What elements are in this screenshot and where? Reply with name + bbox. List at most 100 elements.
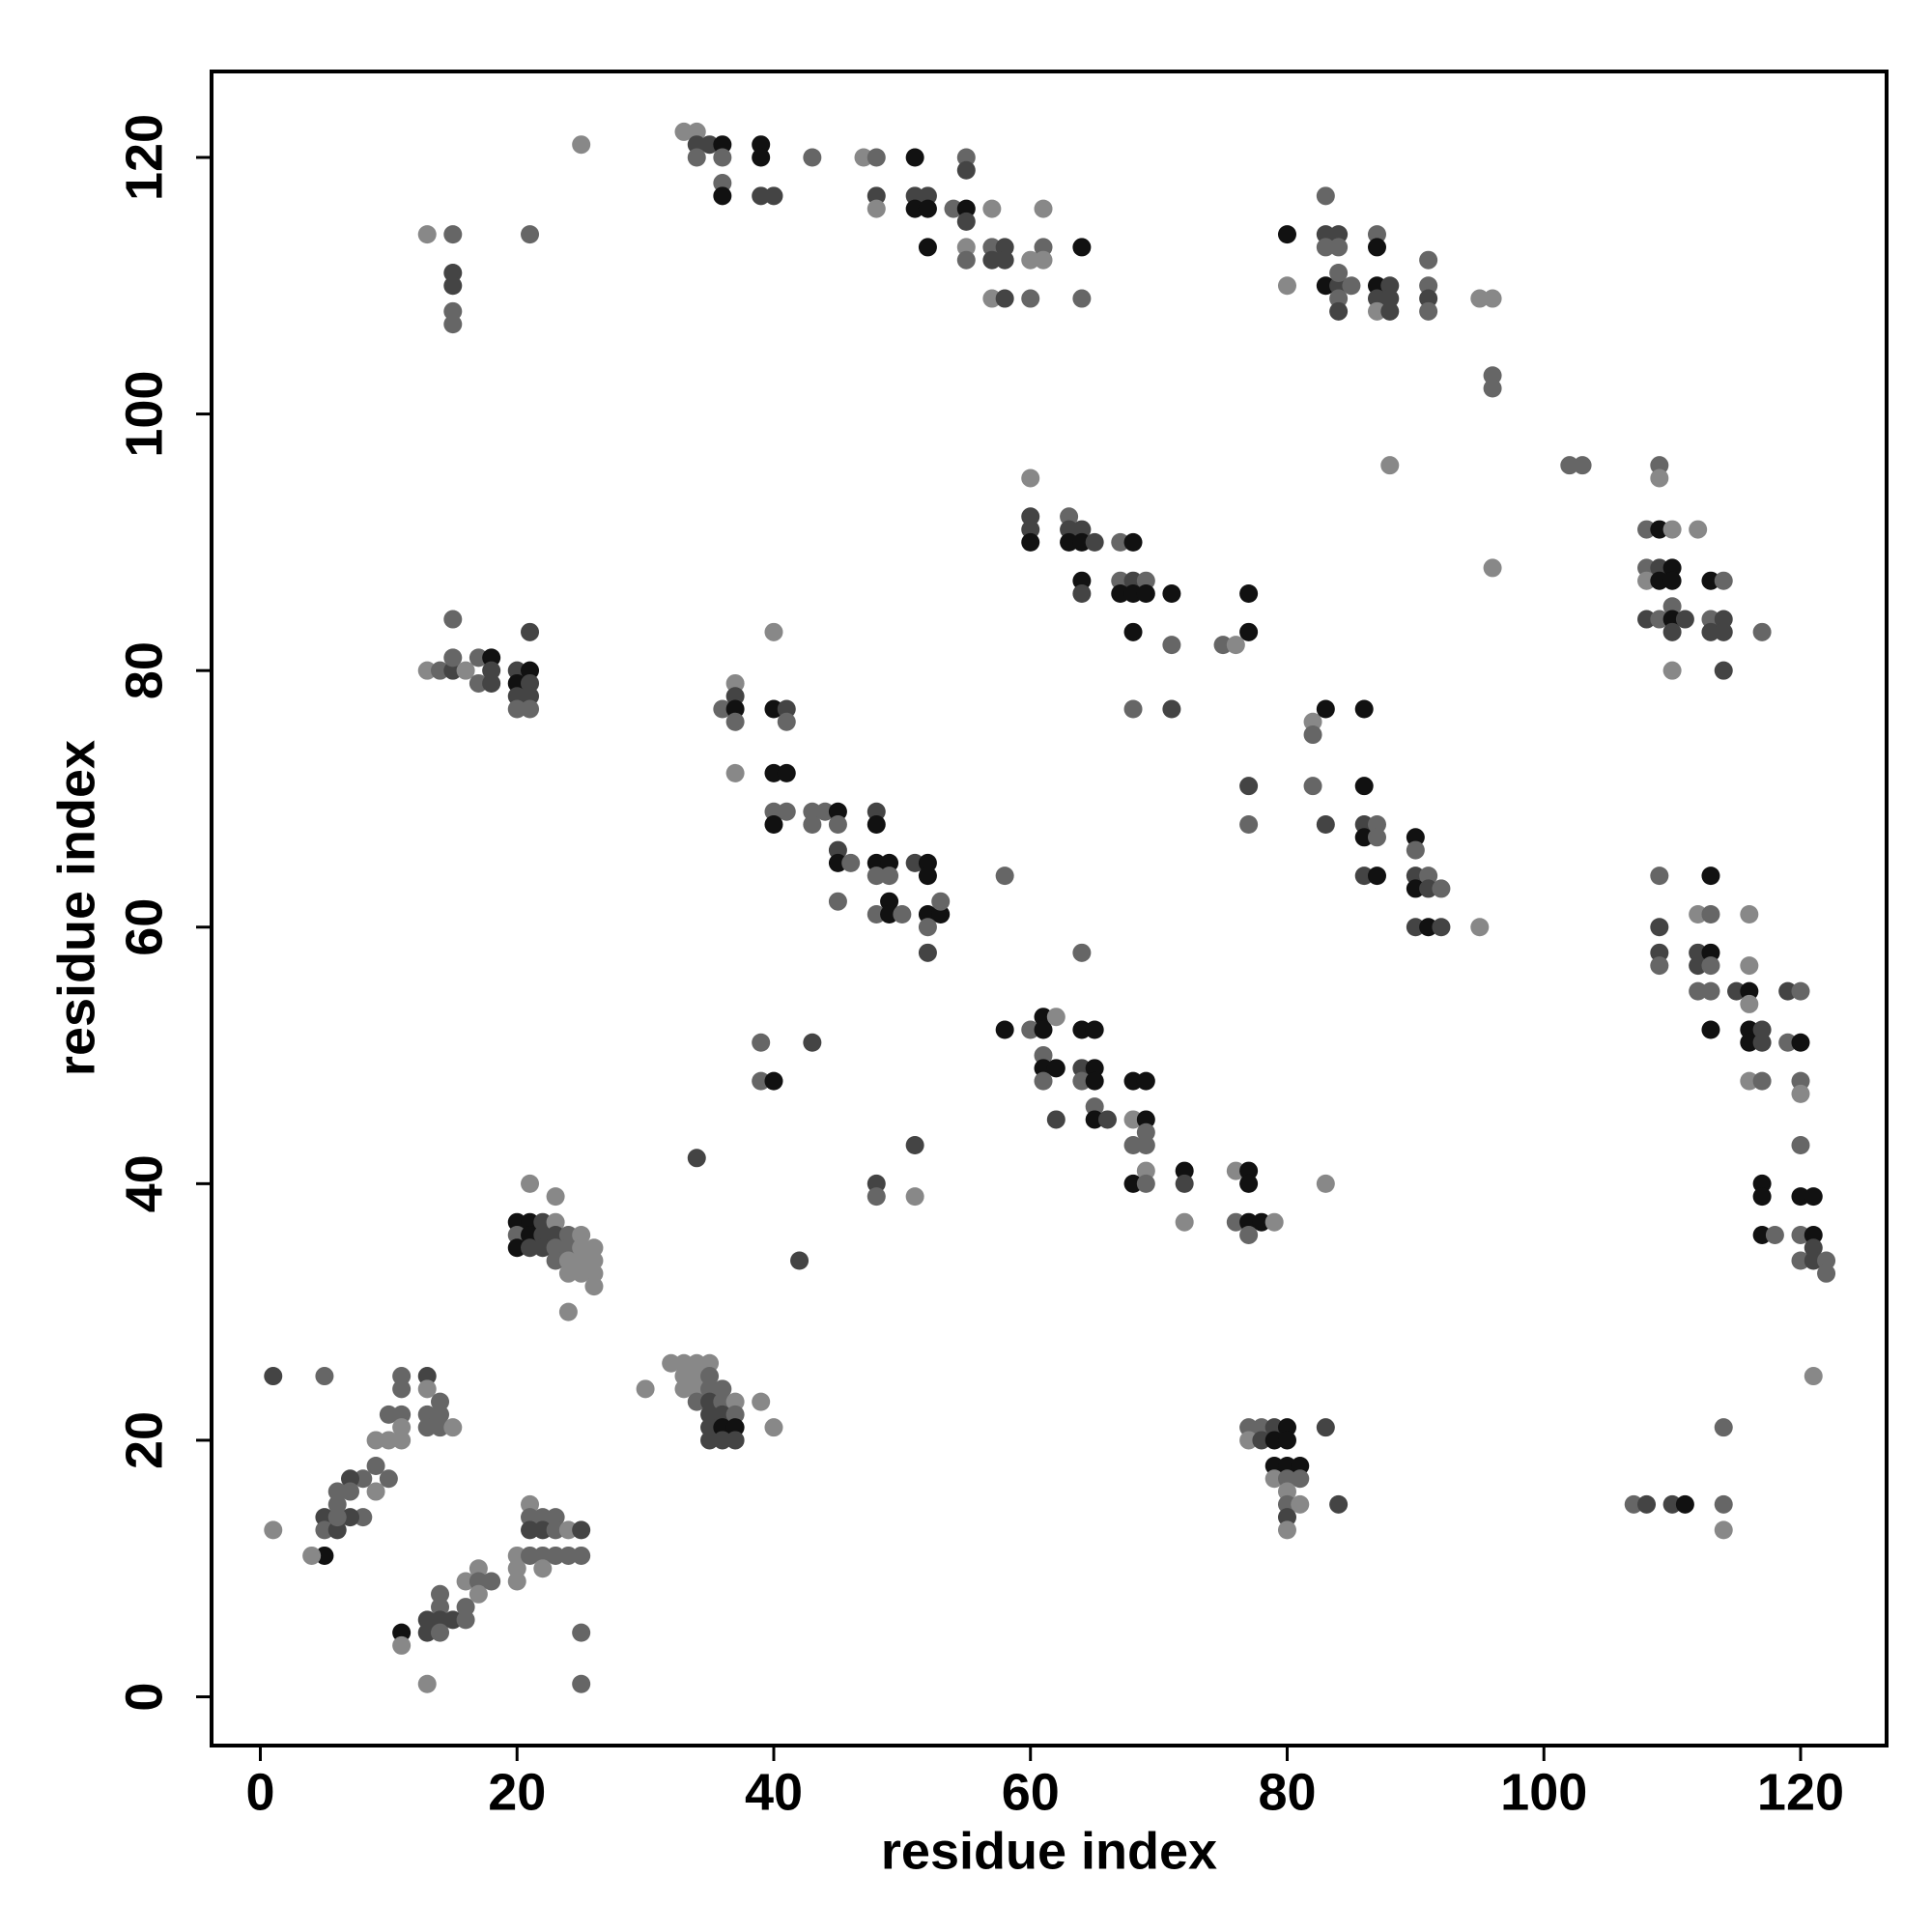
point	[1021, 1020, 1040, 1039]
point	[584, 1251, 604, 1270]
point	[713, 186, 732, 206]
point	[1470, 918, 1490, 937]
point	[1778, 981, 1798, 1001]
point	[521, 1494, 540, 1514]
point	[1239, 815, 1259, 835]
point	[828, 815, 847, 835]
point	[918, 943, 937, 962]
point	[790, 1251, 810, 1270]
point	[1804, 1367, 1823, 1386]
point	[1264, 1212, 1284, 1232]
point	[1380, 276, 1400, 296]
point	[725, 763, 745, 782]
point	[1419, 879, 1438, 898]
point	[546, 1225, 565, 1244]
point	[469, 1572, 488, 1591]
point	[1277, 1520, 1296, 1540]
point	[956, 212, 976, 231]
point	[431, 1392, 450, 1411]
point	[1662, 558, 1682, 578]
point	[379, 1469, 398, 1489]
point	[1419, 250, 1438, 270]
point	[713, 1392, 732, 1411]
point	[1097, 1110, 1117, 1129]
point	[752, 1033, 771, 1052]
point	[944, 199, 963, 218]
point	[1085, 1110, 1104, 1129]
point	[1021, 250, 1040, 270]
point	[956, 160, 976, 180]
point	[417, 225, 437, 244]
point	[803, 815, 822, 835]
point	[1573, 456, 1592, 475]
point	[1123, 699, 1143, 719]
point	[1277, 1482, 1296, 1501]
point	[521, 1520, 540, 1540]
point	[700, 1367, 720, 1386]
point	[1637, 1494, 1657, 1514]
point	[764, 1071, 783, 1091]
point	[1123, 571, 1143, 590]
point	[1740, 981, 1759, 1001]
point	[905, 853, 924, 872]
point	[636, 1379, 655, 1399]
point	[713, 135, 732, 155]
point	[546, 1520, 565, 1540]
point	[443, 1610, 463, 1630]
point	[1342, 276, 1361, 296]
point	[1136, 583, 1155, 603]
point	[392, 1379, 412, 1399]
point	[1123, 583, 1143, 603]
point	[1072, 520, 1092, 539]
point	[918, 918, 937, 937]
point	[1111, 532, 1130, 552]
point	[1252, 1212, 1271, 1232]
point	[982, 238, 1002, 257]
point	[918, 904, 937, 923]
point	[1406, 867, 1425, 886]
y-axis-title: residue index	[47, 740, 105, 1076]
point	[700, 135, 720, 155]
point	[443, 1418, 463, 1437]
point	[392, 1418, 412, 1437]
point	[1046, 1110, 1065, 1129]
point	[1662, 661, 1682, 680]
point	[674, 1367, 694, 1386]
point	[443, 661, 463, 680]
point	[1264, 1431, 1284, 1450]
point	[713, 1418, 732, 1437]
point	[687, 1367, 706, 1386]
point	[1791, 1071, 1810, 1091]
point	[1162, 699, 1181, 719]
point	[1316, 276, 1335, 296]
point	[558, 1546, 578, 1565]
point	[880, 904, 899, 923]
point	[443, 263, 463, 282]
point	[1162, 583, 1181, 603]
point	[431, 1623, 450, 1642]
point	[1175, 1174, 1194, 1193]
point	[1123, 1136, 1143, 1155]
point	[1714, 1494, 1733, 1514]
point	[1701, 943, 1720, 962]
point	[572, 135, 591, 155]
point	[687, 1392, 706, 1411]
point	[905, 1187, 924, 1207]
point	[1316, 186, 1335, 206]
point	[918, 853, 937, 872]
point	[700, 1392, 720, 1411]
point	[572, 1251, 591, 1270]
point	[1791, 1225, 1810, 1244]
point	[533, 1225, 553, 1244]
point	[867, 148, 886, 167]
point	[1650, 469, 1669, 488]
point	[1252, 1431, 1271, 1450]
point	[521, 1174, 540, 1193]
point	[982, 250, 1002, 270]
point	[1650, 571, 1669, 590]
point	[1329, 225, 1349, 244]
point	[1662, 610, 1682, 629]
point	[918, 186, 937, 206]
point	[443, 225, 463, 244]
point	[725, 1431, 745, 1450]
